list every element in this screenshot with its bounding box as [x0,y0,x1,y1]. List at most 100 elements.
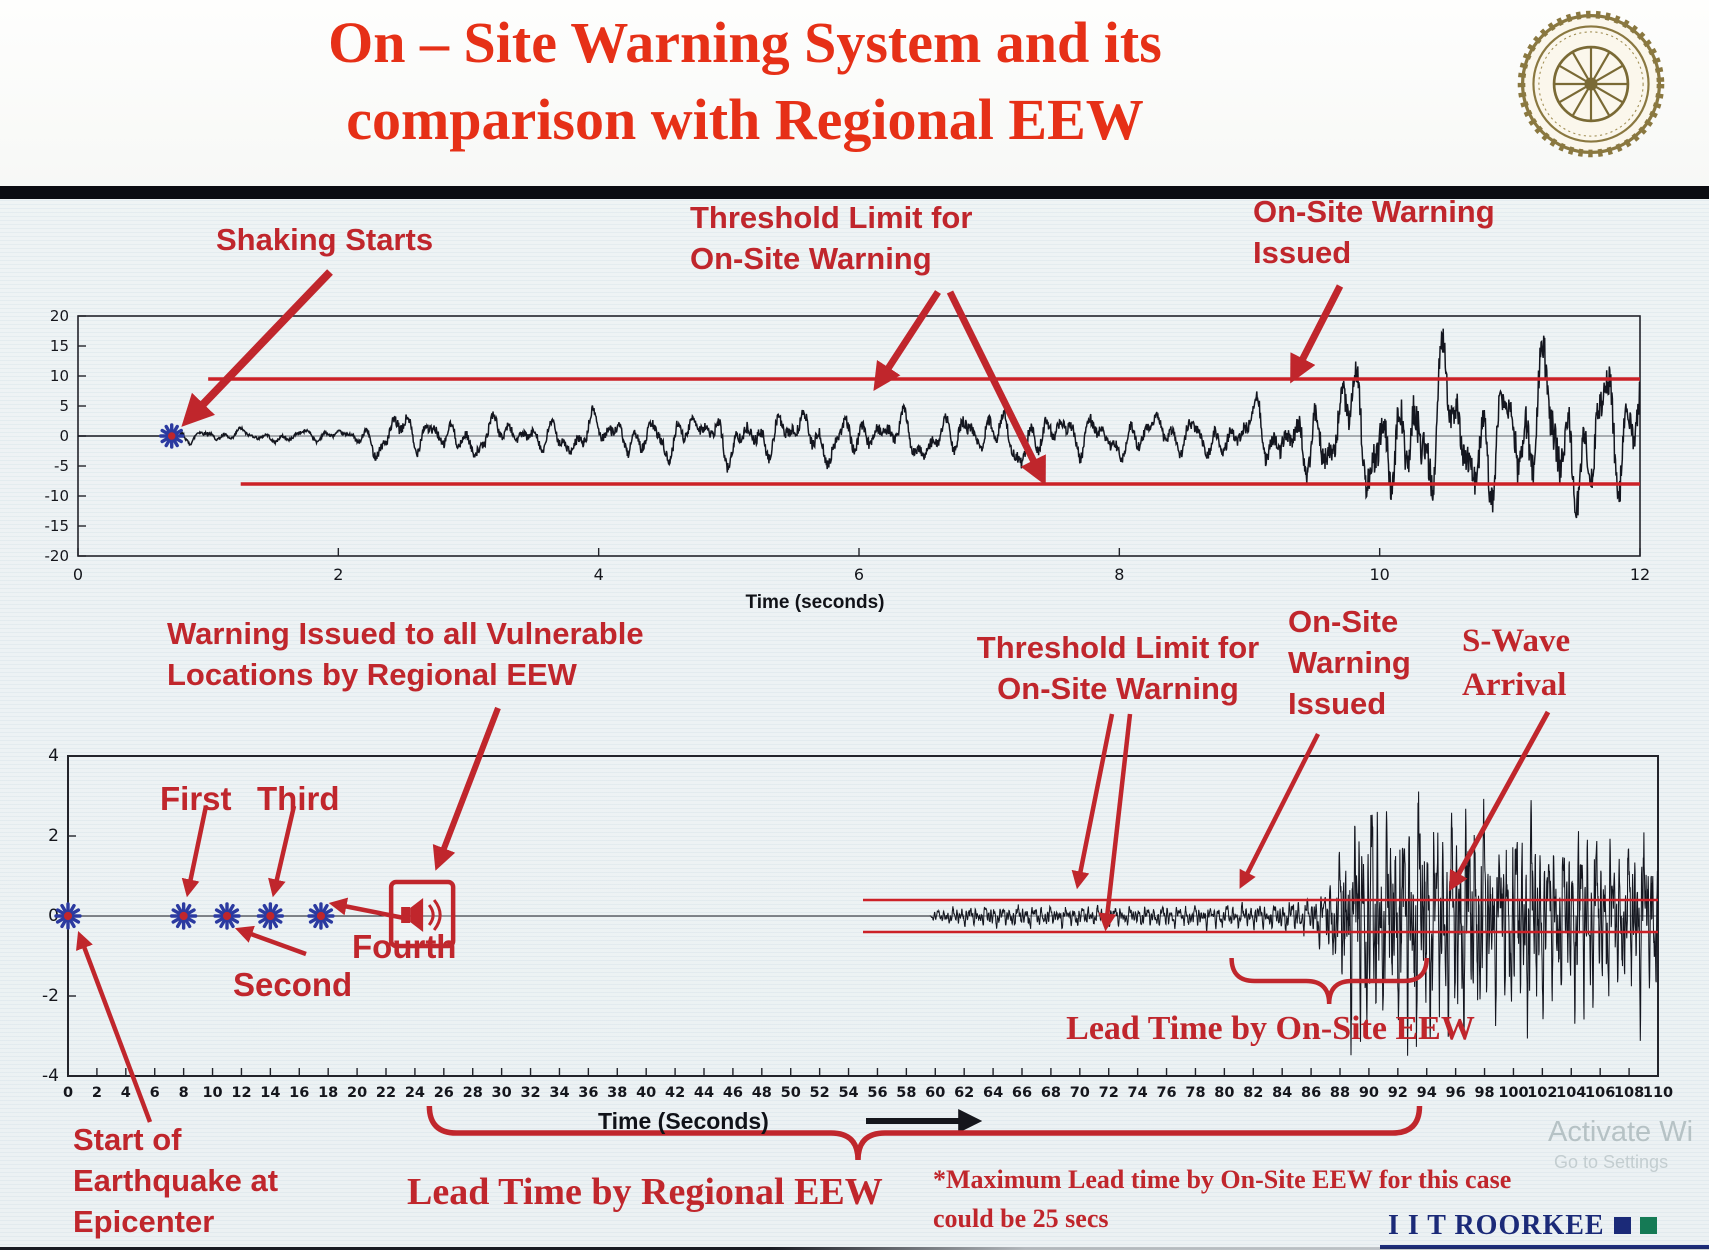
svg-text:46: 46 [723,1085,743,1101]
svg-text:54: 54 [838,1085,858,1101]
svg-text:20: 20 [50,307,69,325]
annotation-max-lead-note: *Maximum Lead time by On-Site EEW for th… [933,1165,1512,1233]
svg-text:86: 86 [1301,1085,1321,1101]
svg-text:2: 2 [92,1085,102,1101]
p-wave-detection-marker-icon [256,902,285,930]
annotation-arrow [1290,284,1344,384]
svg-text:68: 68 [1041,1085,1061,1101]
svg-text:30: 30 [492,1085,512,1101]
svg-text:70: 70 [1070,1085,1090,1101]
svg-text:52: 52 [810,1085,830,1101]
annotation-arrow [432,706,501,871]
annotation-threshold-limit-top: Threshold Limit for On-Site Warning [690,200,973,277]
svg-text:-5: -5 [54,457,69,475]
p-wave-detection-marker-icon [159,423,185,449]
svg-text:5: 5 [59,397,69,415]
svg-text:6: 6 [150,1085,160,1101]
annotation-onsite-warning-issued-bottom: On-Site Warning Issued [1288,604,1411,722]
svg-text:106: 106 [1585,1085,1615,1101]
svg-text:14: 14 [260,1085,280,1101]
lead-time-onsite-brace [1229,957,1429,1005]
svg-text:98: 98 [1474,1085,1494,1101]
x-axis-label-top: Time (seconds) [745,592,885,613]
p-wave-detection-marker-icon [307,902,335,930]
svg-text:50: 50 [781,1085,801,1101]
svg-text:36: 36 [578,1085,598,1101]
annotation-lead-time-regional: Lead Time by Regional EEW [407,1171,883,1213]
svg-text:100: 100 [1498,1085,1528,1101]
svg-text:0: 0 [63,1085,73,1101]
svg-text:104: 104 [1556,1085,1586,1101]
annotation-shaking-starts: Shaking Starts [216,222,434,257]
svg-text:84: 84 [1272,1085,1292,1101]
annotation-arrow [328,897,405,921]
svg-text:-4: -4 [42,1066,59,1086]
title-line-1: On – Site Warning System and its [328,10,1162,75]
svg-text:58: 58 [896,1085,916,1101]
svg-text:10: 10 [1369,565,1389,584]
svg-text:-10: -10 [45,487,70,505]
svg-text:40: 40 [636,1085,656,1101]
brand-text: I I T ROORKEE [1388,1210,1605,1241]
svg-text:-2: -2 [42,986,59,1006]
annotation-start-epicenter: Start of Earthquake at Epicenter [73,1122,279,1240]
svg-text:4: 4 [594,565,604,584]
svg-text:32: 32 [520,1085,540,1101]
svg-text:12: 12 [231,1085,251,1101]
p-wave-detection-marker-icon [213,902,241,930]
p-wave-detection-marker-icon [54,902,82,930]
annotation-s-wave-arrival: S-Wave Arrival [1462,623,1571,703]
svg-text:22: 22 [376,1085,396,1101]
svg-text:88: 88 [1330,1085,1350,1101]
annotation-arrow [1071,713,1115,890]
svg-text:82: 82 [1243,1085,1263,1101]
svg-text:0: 0 [59,427,69,445]
svg-text:2: 2 [333,565,343,584]
lead-time-regional-brace [426,1105,1423,1161]
brand-underline [1380,1245,1709,1249]
go-to-settings-watermark: Go to Settings [1554,1152,1669,1172]
annotation-arrow [1449,710,1551,892]
svg-text:8: 8 [179,1085,189,1101]
annotation-lead-time-onsite: Lead Time by On-Site EEW [1066,1010,1475,1047]
svg-text:18: 18 [318,1085,338,1101]
annotation-arrow [181,269,333,427]
annotation-second: Second [233,966,353,1003]
svg-text:0: 0 [73,565,83,584]
brand-square-blue-icon [1613,1217,1631,1234]
svg-text:-20: -20 [45,547,70,565]
svg-text:76: 76 [1156,1085,1176,1101]
annotation-first: First [160,780,232,817]
annotation-arrow [181,805,209,898]
svg-text:2: 2 [48,826,59,846]
svg-text:74: 74 [1128,1085,1148,1101]
annotation-regional-warning: Warning Issued to all Vulnerable Locatio… [167,616,644,693]
annotation-third: Third [257,780,340,817]
svg-text:10: 10 [202,1085,222,1101]
svg-text:44: 44 [694,1085,714,1101]
svg-text:-15: -15 [45,517,70,535]
svg-text:110: 110 [1643,1085,1673,1101]
brand-square-green-icon [1639,1217,1657,1234]
svg-text:28: 28 [463,1085,483,1101]
svg-text:56: 56 [867,1085,887,1101]
svg-text:80: 80 [1214,1085,1234,1101]
regional-warning-speaker-icon [388,879,456,949]
svg-text:15: 15 [50,337,69,355]
svg-text:4: 4 [48,746,59,766]
svg-text:102: 102 [1527,1085,1557,1101]
slide-header: On – Site Warning System and its compari… [0,0,1709,186]
svg-text:90: 90 [1359,1085,1379,1101]
svg-text:96: 96 [1446,1085,1466,1101]
svg-text:94: 94 [1417,1085,1437,1101]
annotation-fourth: Fourth [352,928,457,965]
svg-text:6: 6 [854,565,864,584]
svg-text:92: 92 [1388,1085,1408,1101]
annotation-arrow [76,930,153,1123]
svg-text:8: 8 [1114,565,1124,584]
slide-title: On – Site Warning System and its compari… [80,4,1410,158]
annotation-arrow [268,805,297,898]
